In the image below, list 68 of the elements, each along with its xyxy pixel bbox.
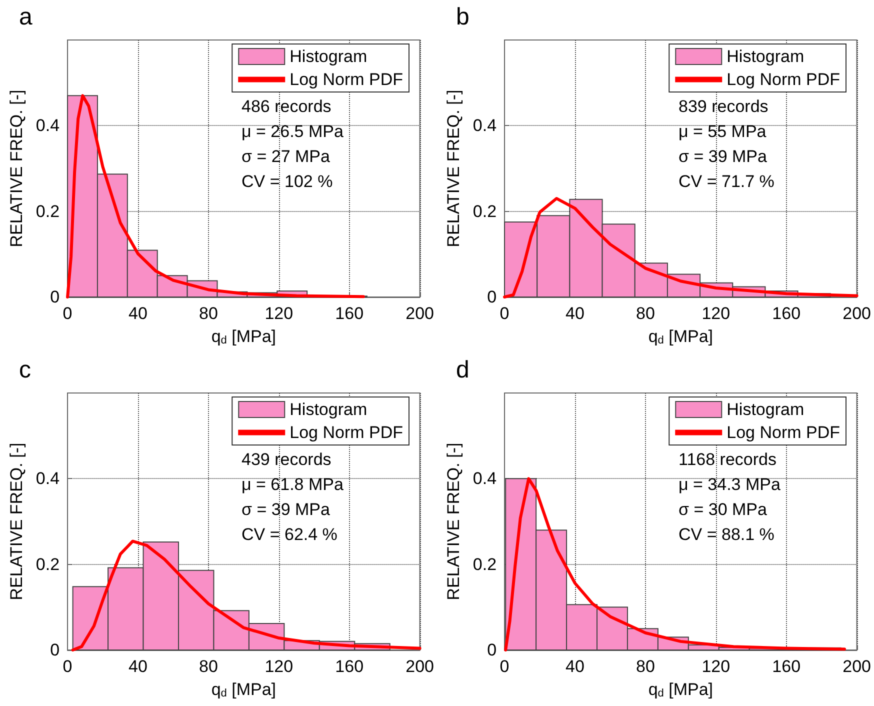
x-tick-label: 80	[636, 304, 655, 323]
x-tick-label: 120	[264, 657, 294, 676]
y-tick-label: 0.2	[36, 554, 60, 574]
y-tick-label: 0.4	[472, 116, 497, 136]
annotation: σ = 39 MPa	[242, 500, 330, 519]
annotation: σ = 39 MPa	[678, 147, 768, 166]
annotation: μ = 26.5 MPa	[242, 122, 344, 141]
chart-title: a	[19, 4, 33, 30]
x-tick-label: 0	[500, 657, 510, 676]
x-tick-label: 120	[264, 304, 294, 323]
y-tick-label: 0	[487, 288, 497, 306]
legend-label: Histogram	[726, 400, 804, 419]
legend-label: Log Norm PDF	[290, 70, 404, 89]
x-tick-label: 0	[62, 304, 72, 323]
legend-label: Histogram	[290, 47, 368, 66]
x-tick-label: 160	[772, 657, 801, 676]
x-tick-label: 0	[500, 304, 510, 323]
y-tick-label: 0	[50, 640, 60, 660]
y-axis-title: RELATIVE FREQ. [-]	[444, 90, 463, 248]
y-tick-label: 0.4	[36, 116, 60, 136]
legend-label: Histogram	[726, 47, 804, 66]
x-tick-label: 80	[198, 657, 218, 676]
x-tick-label: 120	[702, 304, 730, 323]
annotation: 839 records	[678, 97, 768, 116]
annotation: CV = 88.1 %	[678, 525, 774, 544]
x-tick-label: 40	[128, 657, 148, 676]
y-tick-label: 0.4	[472, 469, 497, 488]
chart-title: d	[456, 356, 470, 384]
x-tick-label: 200	[842, 657, 872, 676]
x-tick-label: 200	[842, 304, 872, 323]
annotation: 486 records	[242, 97, 332, 116]
annotation: σ = 30 MPa	[678, 500, 768, 519]
y-axis-title: RELATIVE FREQ. [-]	[7, 90, 26, 248]
y-axis-title: RELATIVE FREQ. [-]	[7, 442, 26, 600]
chart-title: c	[19, 356, 31, 384]
y-axis-title: RELATIVE FREQ. [-]	[444, 442, 463, 600]
x-tick-label: 200	[406, 657, 434, 676]
chart-title: b	[456, 4, 470, 30]
x-tick-label: 40	[128, 304, 148, 323]
annotation: 1168 records	[678, 450, 776, 469]
x-tick-label: 160	[335, 304, 364, 323]
annotation: CV = 102 %	[242, 172, 333, 191]
legend-label: Log Norm PDF	[726, 70, 840, 89]
annotation: σ = 27 MPa	[242, 147, 330, 166]
x-tick-label: 200	[406, 304, 434, 323]
annotation: μ = 61.8 MPa	[242, 475, 344, 494]
x-tick-label: 160	[335, 657, 364, 676]
legend-label: Log Norm PDF	[290, 423, 404, 442]
y-tick-label: 0	[50, 288, 60, 306]
x-tick-label: 160	[772, 304, 801, 323]
x-tick-label: 40	[566, 304, 584, 323]
y-tick-label: 0.4	[36, 469, 60, 488]
y-tick-label: 0.2	[36, 202, 60, 221]
y-tick-label: 0	[487, 640, 497, 660]
annotation: CV = 71.7 %	[678, 172, 774, 191]
y-tick-label: 0.2	[472, 554, 497, 574]
x-tick-label: 80	[198, 304, 218, 323]
annotation: 439 records	[242, 450, 332, 469]
legend-label: Histogram	[290, 400, 368, 419]
annotation: μ = 55 MPa	[678, 122, 767, 141]
annotation: μ = 34.3 MPa	[678, 475, 781, 494]
x-tick-label: 80	[636, 657, 655, 676]
legend-label: Log Norm PDF	[726, 423, 840, 442]
x-tick-label: 120	[702, 657, 730, 676]
x-tick-label: 0	[62, 657, 72, 676]
x-tick-label: 40	[566, 657, 584, 676]
y-tick-label: 0.2	[472, 202, 497, 221]
annotation: CV = 62.4 %	[242, 525, 338, 544]
